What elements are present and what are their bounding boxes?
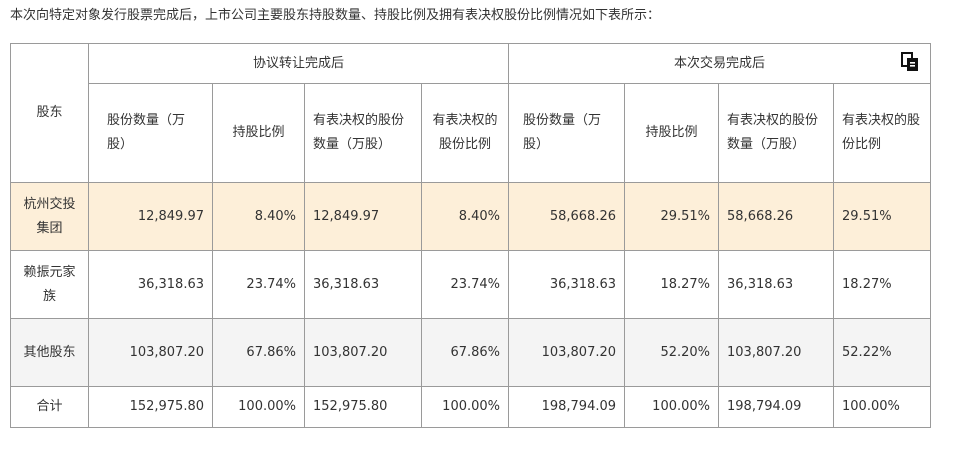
row-name: 赖振元家族: [10, 250, 89, 319]
table-cell: 36,318.63: [88, 250, 213, 319]
table-cell: 103,807.20: [508, 318, 626, 387]
table-cell: 12,849.97: [88, 182, 213, 251]
header-group-after-transaction-label: 本次交易完成后: [674, 55, 766, 71]
header-col-4: 有表决权的股份比例: [420, 83, 510, 183]
table-cell: 52.20%: [624, 318, 720, 387]
table-cell: 58,668.26: [718, 182, 835, 251]
header-col-8: 有表决权的股份比例: [833, 83, 932, 183]
header-shareholder: 股东: [10, 43, 89, 183]
table-cell: 198,794.09: [508, 386, 626, 428]
row-name: 杭州交投集团: [10, 182, 89, 251]
header-col-6: 持股比例: [624, 83, 720, 183]
table-cell: 58,668.26: [508, 182, 626, 251]
header-col-5: 股份数量（万股）: [508, 83, 626, 183]
header-col-7: 有表决权的股份数量（万股）: [718, 83, 835, 183]
header-col-1: 股份数量（万股）: [88, 83, 213, 183]
header-col-3: 有表决权的股份数量（万股）: [304, 83, 422, 183]
header-col-2: 持股比例: [212, 83, 305, 183]
table-cell: 36,318.63: [718, 250, 835, 319]
table-cell: 100.00%: [420, 386, 510, 428]
header-group-after-transfer: 协议转让完成后: [87, 43, 510, 84]
copy-icon[interactable]: [901, 52, 919, 72]
row-name: 其他股东: [10, 318, 89, 387]
table-cell: 8.40%: [212, 182, 305, 251]
table-cell: 23.74%: [420, 250, 510, 319]
shareholding-table: 股东 协议转让完成后 本次交易完成后 股份数量（万股） 持股比例 有表决权的股份…: [10, 43, 932, 428]
table-cell: 29.51%: [833, 182, 932, 251]
table-cell: 18.27%: [833, 250, 932, 319]
table-cell: 18.27%: [624, 250, 720, 319]
table-cell: 152,975.80: [88, 386, 213, 428]
table-cell: 103,807.20: [718, 318, 835, 387]
table-row: 杭州交投集团 12,849.97 8.40% 12,849.97 8.40% 5…: [10, 182, 932, 251]
table-cell: 52.22%: [833, 318, 932, 387]
table-cell: 152,975.80: [304, 386, 422, 428]
table-cell: 67.86%: [212, 318, 305, 387]
row-name: 合计: [10, 386, 89, 428]
header-group-after-transaction: 本次交易完成后: [508, 43, 932, 84]
table-cell: 67.86%: [420, 318, 510, 387]
table-row-total: 合计 152,975.80 100.00% 152,975.80 100.00%…: [10, 386, 932, 428]
table-cell: 36,318.63: [508, 250, 626, 319]
table-cell: 100.00%: [833, 386, 932, 428]
table-cell: 100.00%: [212, 386, 305, 428]
table-cell: 23.74%: [212, 250, 305, 319]
intro-text: 本次向特定对象发行股票完成后，上市公司主要股东持股数量、持股比例及拥有表决权股份…: [10, 8, 661, 23]
table-cell: 103,807.20: [88, 318, 213, 387]
table-row: 赖振元家族 36,318.63 23.74% 36,318.63 23.74% …: [10, 250, 932, 319]
table-row: 其他股东 103,807.20 67.86% 103,807.20 67.86%…: [10, 318, 932, 387]
table-cell: 198,794.09: [718, 386, 835, 428]
table-cell: 29.51%: [624, 182, 720, 251]
table-cell: 12,849.97: [304, 182, 422, 251]
table-cell: 100.00%: [624, 386, 720, 428]
table-cell: 8.40%: [420, 182, 510, 251]
table-cell: 103,807.20: [304, 318, 422, 387]
table-cell: 36,318.63: [304, 250, 422, 319]
